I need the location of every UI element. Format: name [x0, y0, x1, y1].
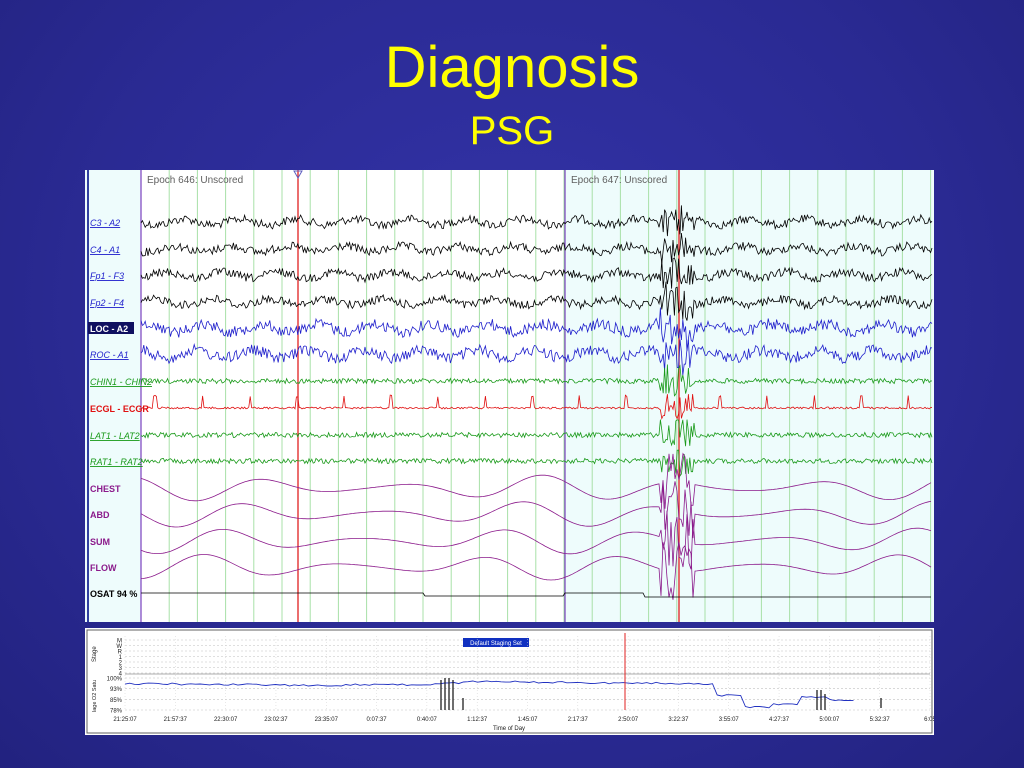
time-tick-label: 23:35:07: [315, 717, 339, 723]
channel-label: RAT1 - RAT2: [90, 457, 143, 467]
channel-label: Fp2 - F4: [90, 298, 124, 308]
psg-signals: Epoch 646: Unscored Epoch 647: Unscored C3…: [85, 170, 934, 622]
channel-label: C4 - A1: [90, 245, 120, 255]
cursor-marker-icon: [293, 170, 303, 180]
time-tick-label: 4:27:37: [769, 717, 790, 723]
time-axis-title: Time of Day: [493, 726, 525, 732]
channel-label: OSAT 94 %: [90, 589, 137, 599]
time-tick-label: 23:02:37: [264, 717, 288, 723]
time-tick-label: 1:45:07: [517, 717, 538, 723]
stage-label: 2: [119, 661, 123, 667]
signal-trace: [140, 205, 933, 237]
channel-label: CHIN1 - CHIN2: [90, 377, 152, 387]
stage-axis-title: Stage: [92, 646, 98, 662]
hypnogram-frame: [86, 629, 933, 734]
slide-subtitle: PSG: [469, 109, 555, 153]
channel-label: C3 - A2: [90, 218, 120, 228]
time-tick-label: 22:30:07: [214, 717, 238, 723]
time-tick-label: 3:22:37: [668, 717, 689, 723]
channel-label: SUM: [90, 537, 110, 547]
slide-title: Diagnosis: [384, 35, 640, 100]
signal-trace: [140, 449, 933, 478]
signal-trace: [141, 592, 931, 598]
time-tick-label: 0:40:07: [417, 717, 438, 723]
spo2-label: 78%: [110, 709, 123, 715]
time-tick-label: 2:50:07: [618, 717, 639, 723]
time-tick-label: 1:12:37: [467, 717, 488, 723]
signal-trace: [140, 542, 932, 600]
epoch-label: Epoch 647: Unscored: [571, 175, 667, 186]
time-tick-label: 21:57:37: [164, 717, 188, 723]
channel-label: ABD: [90, 510, 110, 520]
epoch-label: Epoch 646: Unscored: [147, 175, 243, 186]
time-tick-label: 2:17:37: [568, 717, 589, 723]
channel-label: FLOW: [90, 563, 117, 573]
stage-label: W: [116, 644, 122, 650]
signal-trace: [140, 510, 932, 570]
time-tick-label: 5:00:07: [819, 717, 840, 723]
signal-trace: [140, 307, 933, 352]
time-tick-label: 21:25:07: [113, 717, 137, 723]
channel-label-highlight: [88, 322, 134, 334]
signal-trace: [140, 419, 933, 447]
spo2-label: 85%: [110, 698, 123, 704]
channel-label: LAT1 - LAT2: [90, 431, 140, 441]
channel-label: ECGL - ECGR: [90, 404, 149, 414]
stage-label: R: [118, 650, 123, 656]
signal-trace: [140, 257, 933, 289]
channel-label: CHEST: [90, 484, 121, 494]
stage-label: 3: [119, 666, 123, 672]
spo2-trace: [124, 680, 854, 709]
signal-trace: [140, 339, 933, 376]
hypnogram-panel[interactable]: M W R 1 2 3 4 Stage Default Staging Set 100% 93% 85…: [85, 628, 934, 735]
staging-set-banner: [463, 638, 529, 647]
signal-trace: [140, 233, 933, 264]
signal-trace: [140, 394, 933, 420]
signal-trace: [140, 364, 933, 397]
spo2-axis-title: lage O2 Satu: [92, 680, 98, 712]
time-tick-label: 3:55:07: [719, 717, 740, 723]
signal-trace: [140, 281, 933, 321]
label-gutter-background: [85, 170, 141, 622]
stage-label: 1: [119, 655, 123, 661]
stage-label: M: [117, 639, 122, 645]
channel-label: LOC - A2: [90, 324, 128, 334]
signal-trace: [140, 481, 932, 539]
stage-label: 4: [119, 672, 123, 678]
psg-epoch-viewer[interactable]: Epoch 646: Unscored Epoch 647: Unscored C3…: [85, 170, 934, 622]
channel-label: Fp1 - F3: [90, 271, 124, 281]
channel-label: ROC - A1: [90, 350, 129, 360]
time-tick-label: 6:05: [924, 717, 934, 723]
staging-set-label: Default Staging Set: [470, 641, 522, 647]
spo2-label: 93%: [110, 687, 123, 693]
spo2-label: 100%: [107, 677, 123, 683]
time-tick-label: 5:32:37: [870, 717, 891, 723]
signal-trace: [140, 452, 932, 509]
time-tick-label: 0:07:37: [367, 717, 388, 723]
